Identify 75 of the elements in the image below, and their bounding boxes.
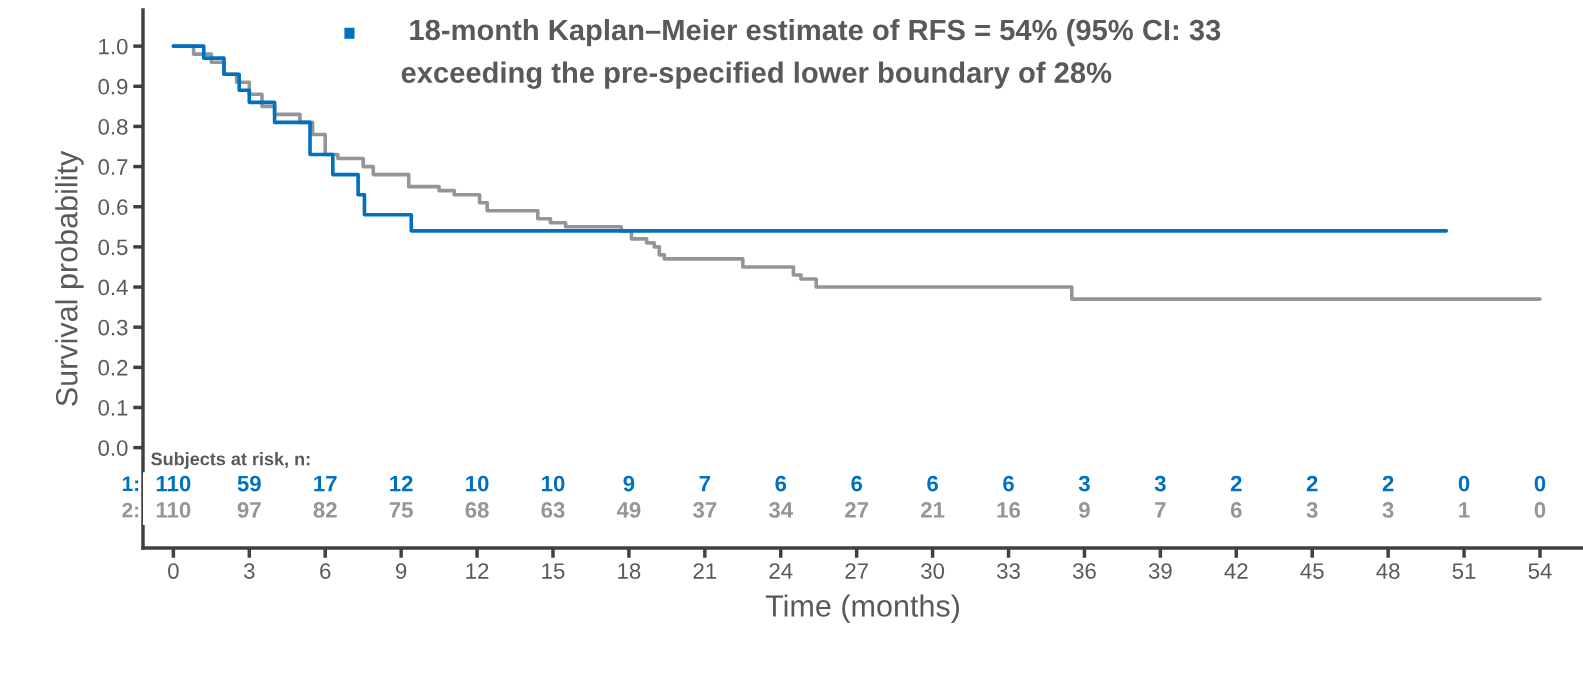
y-tick-label: 1.0 [99, 38, 128, 55]
data-label: 0 [1458, 475, 1470, 492]
y-tick-label: 0.2 [98, 359, 128, 376]
y-tick-label: 1: [122, 476, 139, 491]
data-label: 2 [1230, 475, 1242, 492]
y-tick-label: 0.1 [98, 400, 128, 416]
data-label: 6 [851, 475, 863, 492]
data-label: 6 [1003, 475, 1014, 492]
data-label: 6 [927, 475, 938, 492]
x-tick-label: 45 [1300, 563, 1324, 579]
data-label: 9 [1079, 502, 1090, 518]
x-tick-label: 21 [693, 563, 717, 579]
x-axis-title: Time (months) [765, 594, 960, 623]
data-label: 110 [156, 502, 191, 518]
data-label: 6 [1230, 502, 1242, 518]
data-label: 37 [692, 502, 717, 518]
y-tick-label: 2: [122, 502, 139, 518]
annotation: 18-month Kaplan–Meier estimate of RFS = 54% (95% CI: 33 [410, 18, 1221, 47]
annotation: exceeding the pre-specified lower boundary of 28% [401, 61, 1112, 89]
data-label: 110 [156, 475, 191, 492]
x-tick-label: 39 [1148, 563, 1172, 579]
data-label: 12 [390, 475, 413, 492]
data-label: 3 [1382, 502, 1394, 518]
x-tick-label: 24 [769, 563, 793, 579]
y-tick-label: 0.8 [98, 118, 128, 135]
data-label: 34 [768, 502, 793, 518]
y-tick-label: 0.6 [98, 199, 128, 215]
x-tick-label: 27 [845, 563, 868, 579]
x-tick-label: 48 [1376, 563, 1400, 579]
y-tick-label: 0.5 [98, 239, 128, 256]
data-label: 3 [1078, 475, 1090, 492]
data-label: 1 [1459, 502, 1470, 518]
x-tick-label: 30 [921, 563, 945, 579]
y-tick-label: 0.3 [98, 319, 128, 336]
chart-title: Subjects at risk, n: [151, 452, 310, 469]
data-label: 49 [616, 502, 641, 518]
data-label: 6 [775, 475, 787, 492]
x-tick-label: 9 [396, 563, 407, 579]
x-tick-label: 3 [243, 563, 255, 579]
x-tick-label: 18 [618, 563, 641, 579]
data-label: 7 [1155, 502, 1166, 518]
data-label: 7 [699, 475, 711, 492]
data-label: 82 [313, 502, 337, 518]
data-label: 68 [465, 502, 489, 518]
data-label: 59 [237, 475, 261, 492]
data-label: 2 [1306, 475, 1318, 492]
y-axis-title: Survival probability [55, 150, 84, 406]
x-tick-label: 36 [1072, 563, 1096, 579]
y-tick-label: 0.0 [98, 440, 128, 456]
x-tick-label: 51 [1452, 563, 1476, 579]
x-tick-label: 12 [466, 563, 489, 579]
data-label: 17 [314, 475, 337, 492]
data-label: 75 [389, 502, 413, 518]
x-tick-label: 15 [542, 563, 565, 579]
data-label: 21 [921, 502, 945, 518]
data-label: 16 [997, 502, 1021, 518]
data-label: 27 [845, 502, 869, 518]
data-label: 10 [466, 475, 489, 492]
y-tick-label: 0.9 [98, 78, 128, 95]
x-tick-label: 54 [1528, 563, 1552, 579]
data-label: 3 [1306, 502, 1318, 518]
data-label: 10 [542, 475, 565, 492]
data-label: 2 [1382, 475, 1394, 492]
x-tick-label: 33 [997, 563, 1020, 579]
data-label: 97 [237, 502, 261, 518]
data-label: 0 [1534, 502, 1546, 518]
data-label: 63 [541, 502, 565, 518]
x-tick-label: 42 [1224, 563, 1248, 579]
data-label: 0 [1534, 475, 1546, 492]
y-tick-label: 0.7 [98, 159, 128, 175]
data-label: 3 [1154, 475, 1166, 492]
x-tick-label: 6 [320, 563, 331, 579]
data-label: 9 [623, 475, 635, 492]
x-tick-label: 0 [168, 563, 179, 579]
y-tick-label: 0.4 [98, 279, 128, 296]
